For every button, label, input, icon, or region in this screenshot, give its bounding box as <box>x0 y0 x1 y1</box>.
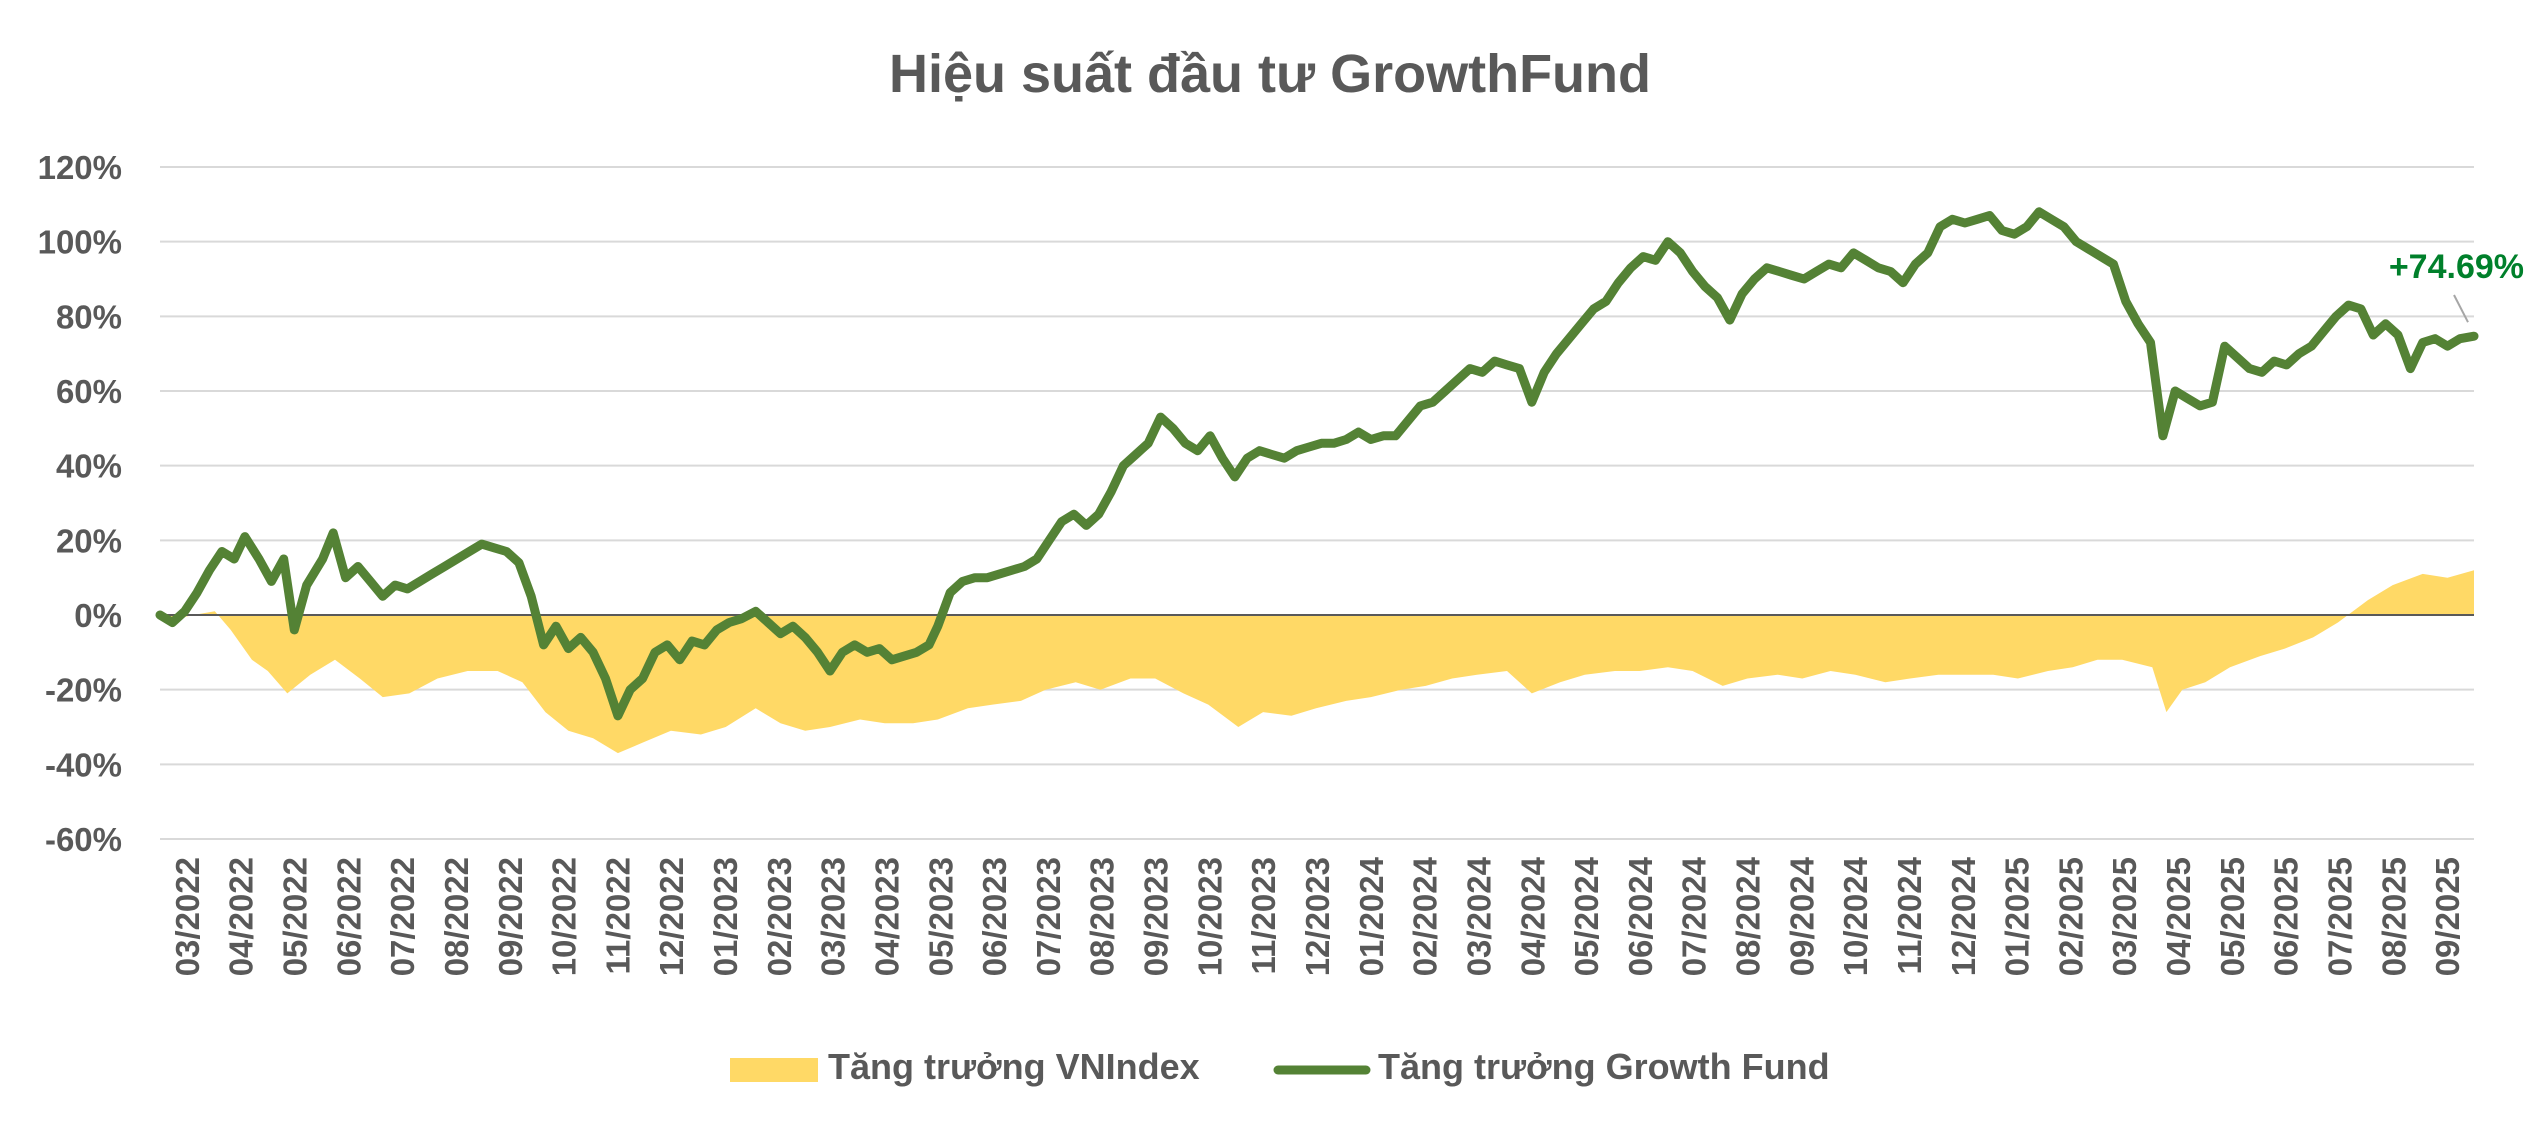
y-tick-label: 60% <box>56 373 122 410</box>
y-tick-label: 100% <box>38 224 122 261</box>
x-tick-label: 05/2024 <box>1568 856 1605 976</box>
x-tick-label: 06/2022 <box>330 857 367 976</box>
y-tick-label: -60% <box>45 821 122 858</box>
y-tick-label: 20% <box>56 522 122 559</box>
x-tick-label: 07/2023 <box>1030 857 1067 976</box>
annotation-layer: +74.69% <box>2389 248 2524 323</box>
growthfund-line <box>155 207 2479 721</box>
x-tick-label: 04/2022 <box>223 857 260 976</box>
x-tick-label: 06/2023 <box>976 857 1013 976</box>
x-tick-label: 03/2024 <box>1460 856 1497 976</box>
x-tick-label: 07/2024 <box>1676 856 1713 976</box>
vnindex-area-layer <box>160 570 2474 754</box>
x-tick-label: 07/2025 <box>2321 857 2358 976</box>
final-value-annotation: +74.69% <box>2389 248 2524 286</box>
x-tick-label: 08/2024 <box>1730 856 1767 976</box>
x-tick-label: 10/2023 <box>1191 857 1228 976</box>
x-tick-label: 06/2025 <box>2268 857 2305 976</box>
growthfund-line-layer <box>155 207 2479 721</box>
x-tick-label: 02/2024 <box>1407 856 1444 976</box>
x-tick-label: 08/2025 <box>2375 857 2412 976</box>
x-tick-label: 08/2023 <box>1084 857 1121 976</box>
x-tick-label: 03/2022 <box>169 857 206 976</box>
x-tick-label: 01/2023 <box>707 857 744 976</box>
x-tick-label: 09/2022 <box>492 857 529 976</box>
x-tick-label: 12/2023 <box>1299 857 1336 976</box>
x-tick-label: 03/2023 <box>815 857 852 976</box>
x-tick-label: 09/2024 <box>1783 856 1820 976</box>
x-tick-label: 07/2022 <box>384 857 421 976</box>
x-tick-label: 10/2022 <box>546 857 583 976</box>
x-axis-tick-labels: 03/2022 04/2022 05/2022 06/2022 07/2022 08/20… <box>169 856 2466 976</box>
x-tick-label: 11/2023 <box>1245 857 1282 974</box>
chart-title: Hiệu suất đầu tư GrowthFund <box>889 44 1651 104</box>
annotation-leader-line <box>2453 294 2469 323</box>
x-tick-label: 12/2024 <box>1945 856 1982 976</box>
gridlines <box>160 166 2474 840</box>
x-tick-label: 05/2025 <box>2214 857 2251 976</box>
x-tick-label: 05/2022 <box>277 857 314 976</box>
x-tick-label: 10/2024 <box>1837 856 1874 976</box>
x-tick-label: 01/2024 <box>1353 856 1390 976</box>
x-tick-label: 05/2023 <box>922 857 959 976</box>
x-tick-label: 11/2024 <box>1891 856 1928 974</box>
vnindex-area <box>160 570 2474 754</box>
y-tick-label: -20% <box>45 672 122 709</box>
legend-swatch-vnindex <box>730 1058 818 1082</box>
y-tick-label: 40% <box>56 448 122 485</box>
x-tick-label: 12/2022 <box>653 857 690 976</box>
x-tick-label: 04/2024 <box>1514 856 1551 976</box>
y-axis-tick-labels: 120% 100% 80% 60% 40% 20% 0% -20% -40% -60% <box>38 149 122 858</box>
y-tick-label: 80% <box>56 298 122 335</box>
y-tick-label: 120% <box>38 149 122 186</box>
x-tick-label: 04/2023 <box>868 857 905 976</box>
x-tick-label: 11/2022 <box>599 857 636 974</box>
x-tick-label: 09/2025 <box>2429 857 2466 976</box>
x-tick-label: 06/2024 <box>1622 856 1659 976</box>
x-tick-label: 08/2022 <box>438 857 475 976</box>
x-tick-label: 02/2025 <box>2052 857 2089 976</box>
legend-label-growthfund: Tăng trưởng Growth Fund <box>1378 1046 1830 1087</box>
x-tick-label: 01/2025 <box>1999 857 2036 976</box>
y-tick-label: -40% <box>45 746 122 783</box>
x-tick-label: 02/2023 <box>761 857 798 976</box>
x-tick-label: 09/2023 <box>1138 857 1175 976</box>
legend: Tăng trưởng VNIndex Tăng trưởng Growth Fu… <box>730 1046 1830 1087</box>
x-tick-label: 03/2025 <box>2106 857 2143 976</box>
y-tick-label: 0% <box>74 597 122 634</box>
legend-label-vnindex: Tăng trưởng VNIndex <box>828 1046 1200 1087</box>
x-tick-label: 04/2025 <box>2160 857 2197 976</box>
